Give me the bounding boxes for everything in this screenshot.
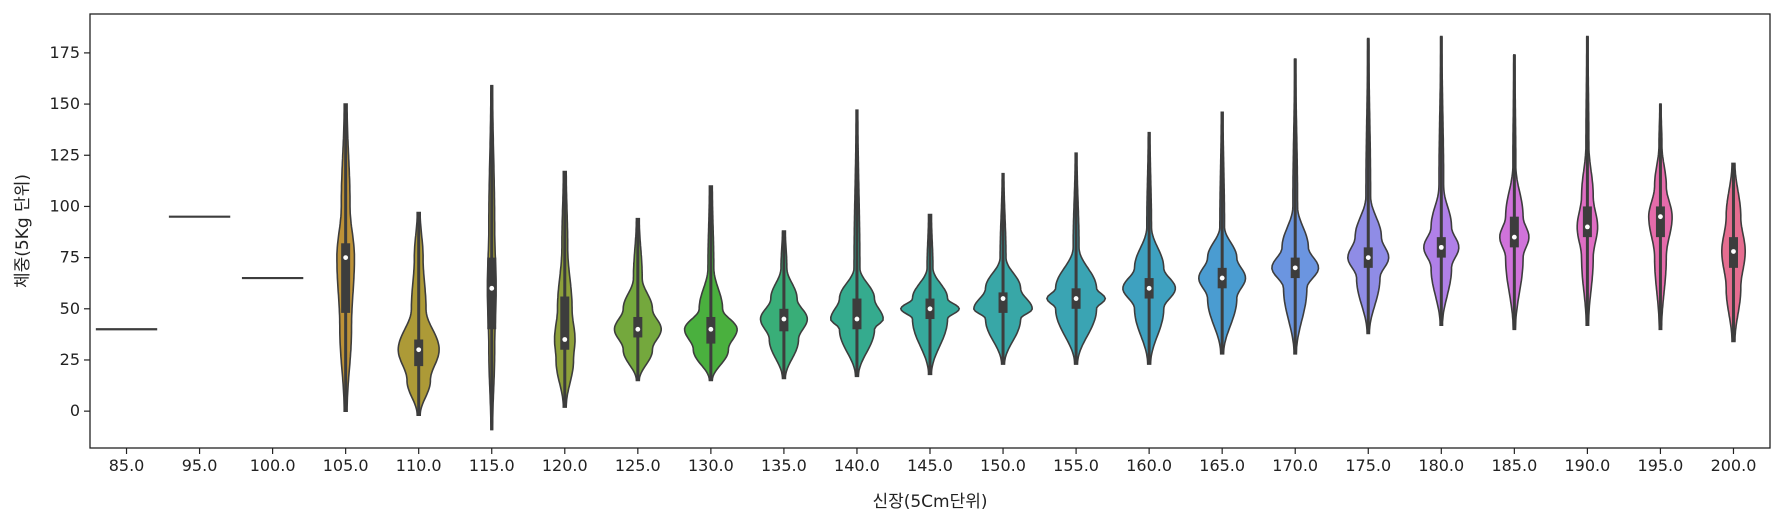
y-tick-label: 0 bbox=[70, 401, 80, 420]
violin-170.0 bbox=[1271, 58, 1320, 355]
violin-140.0 bbox=[829, 109, 884, 378]
x-tick-label: 140.0 bbox=[834, 456, 880, 475]
x-tick-label: 130.0 bbox=[688, 456, 734, 475]
violin-105.0 bbox=[336, 103, 356, 412]
x-tick-label: 175.0 bbox=[1345, 456, 1391, 475]
violin-median-dot bbox=[781, 316, 787, 322]
violin-iqr-box bbox=[1509, 216, 1519, 248]
violin-125.0 bbox=[613, 217, 662, 382]
violin-190.0 bbox=[1576, 35, 1599, 326]
x-tick-label: 200.0 bbox=[1711, 456, 1757, 475]
violin-160.0 bbox=[1122, 131, 1177, 365]
x-tick-label: 100.0 bbox=[250, 456, 296, 475]
x-tick-label: 160.0 bbox=[1126, 456, 1172, 475]
violin-195.0 bbox=[1647, 103, 1673, 331]
violin-median-dot bbox=[1073, 296, 1079, 301]
violin-median-dot bbox=[1292, 265, 1298, 271]
violin-145.0 bbox=[899, 213, 961, 376]
x-tick-label: 195.0 bbox=[1638, 456, 1684, 475]
x-tick-label: 105.0 bbox=[323, 456, 369, 475]
violin-median-dot bbox=[1365, 255, 1371, 261]
violin-200.0 bbox=[1721, 162, 1746, 343]
violin-median-dot bbox=[708, 326, 714, 332]
violin-150.0 bbox=[972, 172, 1034, 365]
violin-135.0 bbox=[759, 230, 809, 380]
x-tick-label: 155.0 bbox=[1053, 456, 1099, 475]
x-tick-label: 125.0 bbox=[615, 456, 661, 475]
y-tick-label: 25 bbox=[60, 350, 80, 369]
y-tick-label: 175 bbox=[49, 43, 80, 62]
x-tick-label: 110.0 bbox=[396, 456, 442, 475]
x-tick-label: 145.0 bbox=[907, 456, 953, 475]
violin-155.0 bbox=[1046, 152, 1107, 365]
violin-median-dot bbox=[562, 337, 568, 342]
y-tick-label: 125 bbox=[49, 145, 80, 164]
violin-median-dot bbox=[1731, 249, 1736, 254]
x-tick-label: 120.0 bbox=[542, 456, 588, 475]
x-tick-label: 190.0 bbox=[1564, 456, 1610, 475]
violin-185.0 bbox=[1498, 54, 1530, 331]
violin-120.0 bbox=[553, 170, 576, 408]
x-tick-label: 165.0 bbox=[1199, 456, 1245, 475]
x-tick-label: 170.0 bbox=[1272, 456, 1318, 475]
violin-median-dot bbox=[1438, 244, 1444, 250]
x-tick-label: 95.0 bbox=[182, 456, 218, 475]
violin-median-dot bbox=[1584, 224, 1590, 230]
violin-175.0 bbox=[1346, 37, 1390, 335]
violin-iqr-box bbox=[1582, 206, 1592, 238]
violin-110.0 bbox=[397, 211, 440, 416]
violin-iqr-box bbox=[1655, 206, 1665, 238]
x-tick-label: 180.0 bbox=[1418, 456, 1464, 475]
violin-iqr-box bbox=[487, 257, 497, 330]
violin-median-dot bbox=[1146, 285, 1152, 291]
x-tick-label: 135.0 bbox=[761, 456, 807, 475]
x-tick-label: 150.0 bbox=[980, 456, 1026, 475]
y-tick-label: 75 bbox=[60, 248, 80, 267]
y-axis-label: 체중(5Kg 단위) bbox=[13, 174, 33, 288]
y-ticks: 0 25 50 75 100 125 150 175 bbox=[49, 43, 90, 420]
violin-115.0 bbox=[486, 84, 497, 431]
violin-iqr-box bbox=[414, 339, 424, 367]
violin-median-dot bbox=[1000, 296, 1006, 301]
violin-130.0 bbox=[683, 185, 738, 382]
violin-median-dot bbox=[1658, 214, 1663, 220]
x-tick-label: 85.0 bbox=[109, 456, 145, 475]
violin-iqr-box bbox=[560, 296, 570, 350]
x-axis-label: 신장(5Cm단위) bbox=[872, 492, 987, 512]
violin-180.0 bbox=[1422, 35, 1460, 326]
violin-median-dot bbox=[927, 306, 933, 312]
violin-median-dot bbox=[489, 285, 495, 291]
violin-iqr-box bbox=[852, 298, 862, 330]
x-tick-label: 185.0 bbox=[1491, 456, 1537, 475]
y-tick-label: 50 bbox=[60, 299, 80, 318]
violin-median-dot bbox=[854, 316, 860, 322]
y-tick-label: 100 bbox=[49, 196, 80, 215]
violin-iqr-box bbox=[998, 292, 1008, 313]
violin-165.0 bbox=[1197, 111, 1247, 355]
violin-iqr-box bbox=[341, 243, 351, 313]
violin-median-dot bbox=[1511, 234, 1517, 240]
violin-median-dot bbox=[416, 347, 422, 353]
violins-layer bbox=[95, 35, 1746, 431]
violin-median-dot bbox=[1219, 275, 1225, 281]
x-tick-label: 115.0 bbox=[469, 456, 515, 475]
x-ticks: 85.0 95.0 100.0 105.0 110.0 115.0 120.0 125.0 13… bbox=[109, 448, 1757, 475]
violin-median-dot bbox=[635, 326, 641, 332]
violin-median-dot bbox=[343, 255, 349, 261]
y-tick-label: 150 bbox=[49, 94, 80, 113]
